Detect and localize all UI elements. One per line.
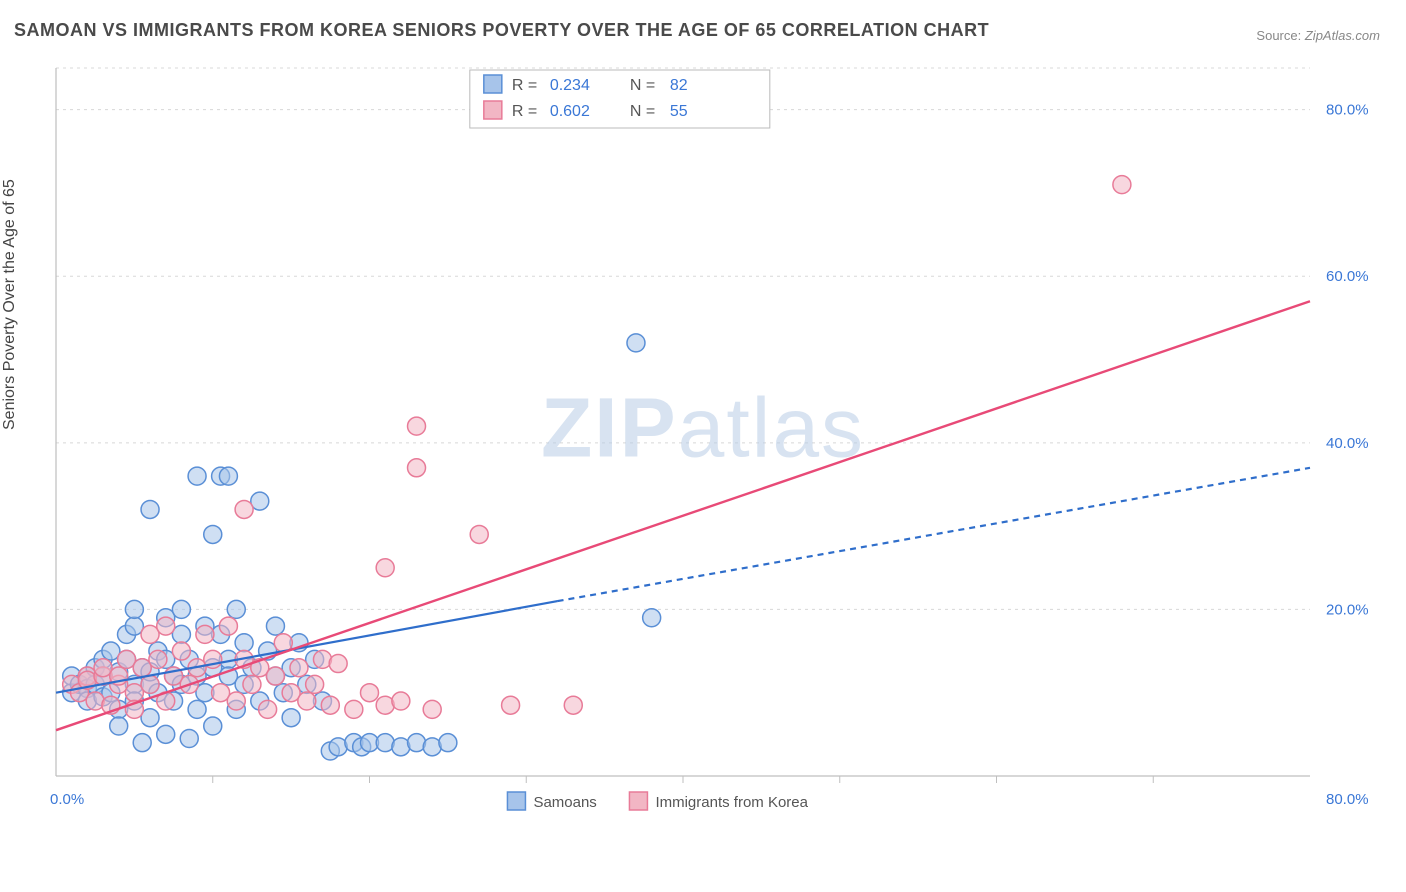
korea-point [306,675,324,693]
korea-point [290,659,308,677]
samoans-point [157,725,175,743]
korea-point [298,692,316,710]
legend-n-label: N = [630,77,655,94]
korea-point [266,667,284,685]
x-tick-label: 0.0% [50,791,84,808]
samoans-point [110,717,128,735]
legend-r-value: 0.234 [550,77,590,94]
samoans-point [235,634,253,652]
korea-point [259,700,277,718]
samoans-point [227,600,245,618]
legend-r-value: 0.602 [550,103,590,120]
legend-n-value: 82 [670,77,688,94]
korea-point [243,675,261,693]
samoans-point [141,500,159,518]
x-tick-label: 80.0% [1326,791,1369,808]
korea-point [564,696,582,714]
korea-point [149,650,167,668]
source-attribution: Source: ZipAtlas.com [1256,28,1380,43]
korea-point [172,642,190,660]
legend-n-label: N = [630,103,655,120]
bottom-legend-swatch [629,792,647,810]
samoans-point [643,609,661,627]
samoans-point [180,730,198,748]
samoans-point [133,734,151,752]
korea-point [502,696,520,714]
korea-point [196,625,214,643]
korea-point [470,525,488,543]
y-tick-label: 80.0% [1326,102,1369,119]
bottom-legend-label: Immigrants from Korea [655,794,808,811]
samoans-point [188,700,206,718]
source-label: Source: [1256,28,1301,43]
legend-r-label: R = [512,77,537,94]
samoans-point [204,525,222,543]
korea-point [345,700,363,718]
samoans-point [219,467,237,485]
korea-point [392,692,410,710]
scatter-plot: 20.0% 40.0% 60.0% 80.0% 0.0% 80.0% R = 0.234 N =… [50,56,1380,826]
korea-point [219,617,237,635]
bottom-legend-swatch [507,792,525,810]
korea-point [408,417,426,435]
samoans-point [172,600,190,618]
chart-title: SAMOAN VS IMMIGRANTS FROM KOREA SENIORS … [14,20,989,41]
y-tick-label: 20.0% [1326,601,1369,618]
samoans-point [282,709,300,727]
samoans-point [627,334,645,352]
korea-point [141,675,159,693]
legend-r-label: R = [512,103,537,120]
korea-point [321,696,339,714]
source-value: ZipAtlas.com [1305,28,1380,43]
korea-point [329,655,347,673]
korea-point [423,700,441,718]
samoans-point [188,467,206,485]
korea-point [376,559,394,577]
y-tick-label: 40.0% [1326,435,1369,452]
samoans-point [125,600,143,618]
legend-swatch [484,101,502,119]
korea-point [235,500,253,518]
y-tick-label: 60.0% [1326,268,1369,285]
y-axis-label: Seniors Poverty Over the Age of 65 [1,179,19,430]
legend-n-value: 55 [670,103,688,120]
legend-swatch [484,75,502,93]
korea-point [408,459,426,477]
samoans-point [439,734,457,752]
korea-point [227,692,245,710]
samoans-point [266,617,284,635]
korea-point [157,617,175,635]
korea-point [1113,176,1131,194]
korea-point [361,684,379,702]
samoans-trend-dash [558,468,1310,601]
bottom-legend-label: Samoans [533,794,596,811]
samoans-point [204,717,222,735]
